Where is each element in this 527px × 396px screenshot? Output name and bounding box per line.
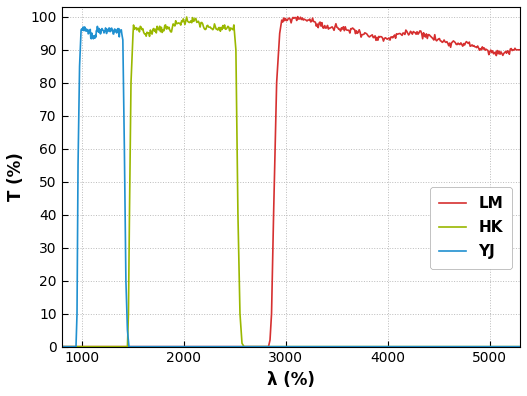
HK — [58, 344, 65, 349]
HK — [159, 30, 165, 35]
LM — [468, 44, 474, 48]
LM — [503, 51, 510, 55]
HK — [139, 27, 145, 32]
HK — [183, 15, 190, 19]
YJ — [94, 24, 101, 29]
YJ — [110, 32, 116, 36]
HK — [214, 28, 221, 32]
Line: HK: HK — [62, 17, 520, 346]
YJ — [112, 29, 119, 34]
LM — [375, 38, 381, 43]
YJ — [103, 31, 110, 36]
LM — [295, 14, 301, 19]
HK — [216, 25, 222, 30]
YJ — [113, 27, 119, 32]
HK — [134, 26, 141, 31]
LM — [517, 48, 523, 52]
Line: YJ: YJ — [62, 27, 520, 346]
YJ — [114, 26, 121, 31]
LM — [374, 35, 380, 40]
YJ — [113, 29, 120, 33]
X-axis label: λ (%): λ (%) — [267, 371, 315, 389]
LM — [302, 17, 308, 22]
YJ — [517, 344, 523, 349]
HK — [162, 23, 169, 27]
Line: LM: LM — [62, 17, 520, 346]
Y-axis label: T (%): T (%) — [7, 152, 25, 201]
LM — [308, 19, 314, 24]
Legend: LM, HK, YJ: LM, HK, YJ — [430, 187, 512, 268]
HK — [517, 344, 523, 349]
YJ — [58, 344, 65, 349]
LM — [58, 344, 65, 349]
